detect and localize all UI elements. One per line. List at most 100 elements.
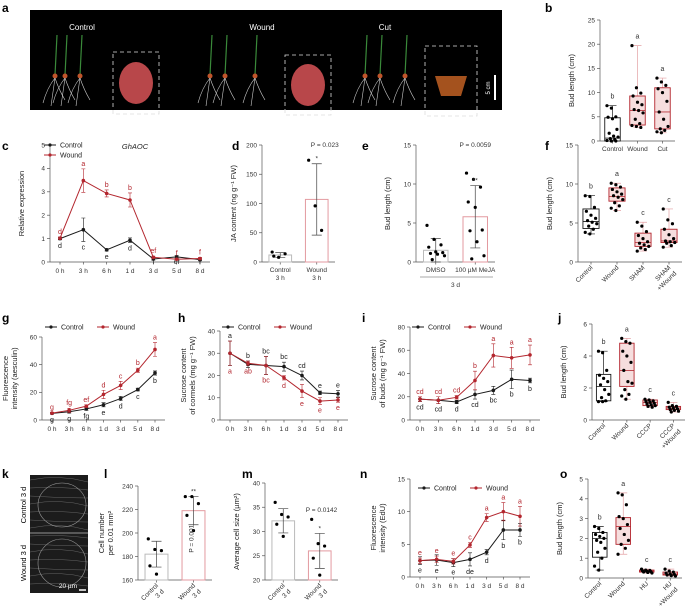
- data-point: [587, 224, 591, 228]
- data-point: [653, 404, 657, 408]
- significance-letter: a: [228, 333, 232, 340]
- significance-letter: f: [199, 249, 201, 256]
- shoot: [254, 34, 258, 76]
- data-point: [614, 183, 618, 187]
- shoot: [79, 34, 83, 76]
- significance-letter: cd: [471, 402, 479, 409]
- data-point: [624, 397, 628, 401]
- data-point: [637, 108, 641, 113]
- data-point: [669, 244, 673, 248]
- y-tick-label: 0: [591, 138, 595, 145]
- significance-letter: a: [485, 506, 489, 513]
- data-point: [104, 248, 109, 252]
- data-point: [313, 204, 317, 208]
- significance-letter: g: [67, 416, 71, 423]
- data-point: [612, 134, 616, 138]
- panel-label: l: [104, 467, 107, 481]
- data-point: [593, 532, 598, 537]
- data-point: [191, 529, 196, 533]
- corm: [207, 73, 213, 79]
- data-point: [153, 347, 157, 352]
- panel-label: b: [545, 1, 552, 15]
- y-tick-label: 25: [253, 553, 261, 560]
- legend-label: Wound: [60, 153, 82, 160]
- chart-panel-b: b 0 5 10 15 20 25 Bud length (cm) Control b Wound a…: [545, 1, 675, 153]
- data-point: [673, 240, 677, 245]
- panel-label: m: [242, 467, 253, 481]
- data-point: [128, 198, 132, 202]
- data-point: [614, 115, 618, 119]
- y-axis-label: Bud length (cm): [383, 177, 392, 230]
- x-tick-label: Control: [602, 146, 624, 153]
- cell-wall: [29, 519, 89, 523]
- data-point: [432, 237, 436, 241]
- cell-wall: [29, 543, 89, 547]
- x-tick-label: 3 d: [149, 268, 158, 275]
- y-tick-label: 0: [41, 259, 45, 266]
- panel-label: e: [362, 139, 369, 153]
- data-point: [669, 410, 673, 414]
- data-point: [645, 402, 649, 406]
- data-point: [662, 227, 666, 231]
- significance-letter: a: [510, 339, 514, 346]
- data-point: [84, 407, 89, 411]
- data-point: [454, 400, 459, 404]
- data-point: [633, 117, 637, 121]
- y-tick-label: 60: [30, 334, 38, 341]
- significance-letter: c: [468, 534, 472, 541]
- inset-frame: [112, 51, 160, 115]
- data-point: [592, 564, 597, 568]
- significance-letter: e: [105, 254, 109, 261]
- data-point: [473, 378, 477, 383]
- y-tick-label: 0: [253, 259, 257, 266]
- whisker: [639, 221, 647, 252]
- panel-label: d: [232, 139, 239, 153]
- data-point: [592, 524, 597, 529]
- significance-letter: a: [228, 368, 232, 375]
- data-point: [665, 241, 669, 245]
- data-point: [509, 356, 514, 360]
- data-point: [418, 397, 422, 401]
- y-tick-label: 10: [588, 90, 596, 97]
- data-point: [501, 528, 506, 532]
- data-point: [670, 222, 675, 226]
- data-point: [600, 556, 604, 560]
- x-tick-label: Control: [587, 422, 607, 442]
- x-tick-label: 6 h: [449, 583, 458, 590]
- p-value: P = 0.001: [189, 524, 196, 552]
- box: [654, 87, 671, 130]
- data-point: [658, 127, 662, 131]
- chart-panel-n: n 0 5 10 15 Fluorescence intensity (EdU) 0 h 3 h…: [360, 467, 530, 590]
- legend-marker: [49, 325, 53, 329]
- cell-wall: [29, 487, 89, 491]
- data-point: [641, 111, 645, 115]
- data-point: [228, 351, 232, 356]
- roots: [67, 77, 91, 107]
- data-point: [641, 237, 645, 241]
- data-point: [602, 536, 606, 541]
- significance-letter: f: [152, 259, 154, 266]
- photo-panel-a: a Control Wound Cut 5 cm: [2, 1, 502, 117]
- y-axis-label: intensity (EdU): [378, 503, 387, 553]
- data-point: [591, 227, 595, 231]
- data-point: [311, 556, 315, 560]
- x-tick-label: 1 d: [99, 426, 108, 433]
- y-tick-label: 3: [579, 516, 583, 523]
- box: [608, 187, 626, 202]
- significance-letter: a: [528, 337, 532, 344]
- y-tick-label: 35: [253, 505, 261, 512]
- data-point: [159, 549, 164, 553]
- x-tick-label: 5 d: [133, 426, 142, 433]
- x-tick-label: 3 h: [312, 275, 321, 282]
- corm-closeup: [291, 64, 325, 106]
- x-tick-label: 6 h: [452, 426, 461, 433]
- data-point: [598, 383, 603, 387]
- cell-wall: [37, 482, 87, 528]
- data-point: [673, 574, 678, 578]
- data-point: [615, 190, 619, 194]
- x-tick-label: 1 d: [279, 426, 288, 433]
- cell-wall: [29, 549, 89, 555]
- significance-letter: b: [473, 363, 477, 370]
- data-point: [667, 233, 671, 237]
- data-point: [336, 398, 340, 402]
